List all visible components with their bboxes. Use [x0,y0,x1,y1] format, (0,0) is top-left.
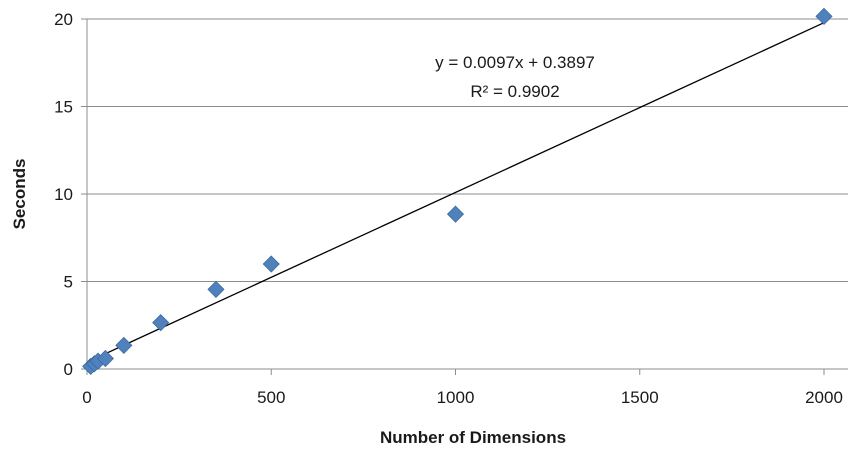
data-point [207,280,225,298]
y-tick-label-0: 0 [64,360,73,379]
data-points [82,7,833,375]
data-point [152,314,170,332]
x-tick-label-1500: 1500 [621,388,659,407]
y-tick-label-5: 5 [64,273,73,292]
axes [81,18,848,375]
trendline-group [90,22,825,362]
x-tick-labels: 0 500 1000 1500 2000 [82,388,843,407]
gridlines [87,18,848,282]
data-point [815,7,833,25]
y-axis-title: Seconds [10,159,29,230]
x-tick-label-2000: 2000 [805,388,843,407]
data-point [115,336,133,354]
x-tick-label-0: 0 [82,388,91,407]
r-squared-label: R² = 0.9902 [470,82,559,101]
y-tick-label-15: 15 [54,98,73,117]
x-tick-label-1000: 1000 [437,388,475,407]
trendline [90,22,825,362]
y-tick-label-20: 20 [54,10,73,29]
data-point [262,255,280,273]
y-tick-label-10: 10 [54,185,73,204]
y-tick-labels: 0 5 10 15 20 [54,10,73,379]
data-point [96,349,114,368]
trendline-equation: y = 0.0097x + 0.3897 [435,53,595,72]
x-axis-title: Number of Dimensions [380,428,566,447]
data-point [446,205,465,223]
x-tick-label-500: 500 [257,388,285,407]
